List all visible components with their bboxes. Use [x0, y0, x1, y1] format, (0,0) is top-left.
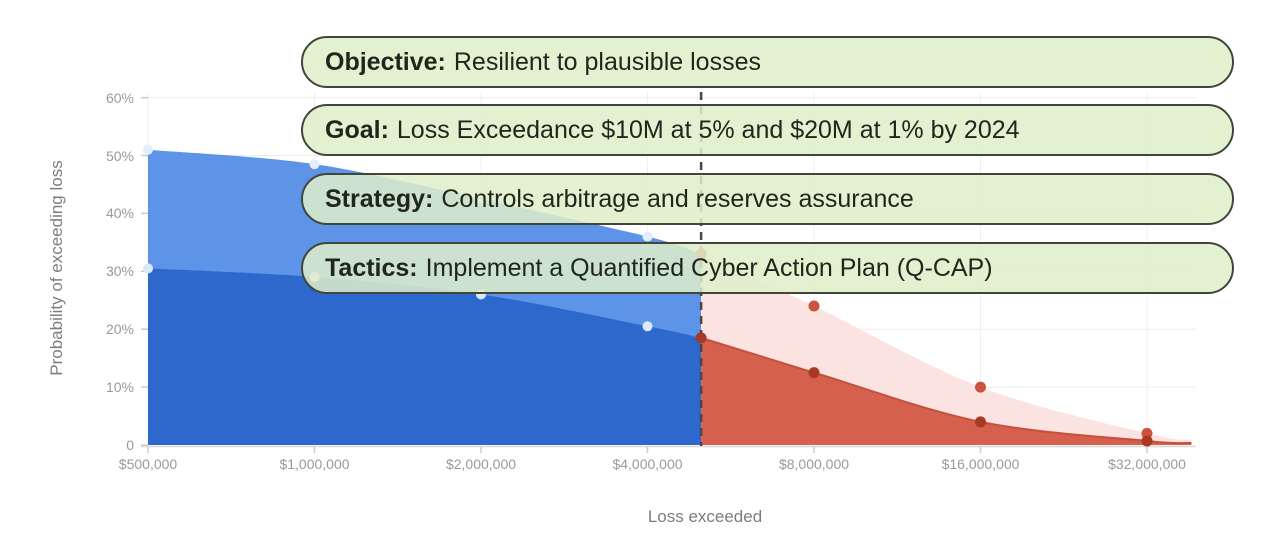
strategy-pill-label: Strategy: — [325, 184, 434, 213]
x-tick-label: $8,000,000 — [778, 456, 850, 472]
data-point-blue-light-area — [143, 144, 153, 155]
x-axis-title: Loss exceeded — [647, 507, 763, 526]
data-point-red-light-area — [1141, 427, 1153, 439]
axis-lines — [141, 96, 1196, 453]
data-point-blue-light-area — [309, 159, 320, 170]
x-tick-label: $1,000,000 — [279, 456, 350, 472]
tactics-pill-label: Tactics: — [325, 253, 418, 282]
data-point-red-light-area — [975, 381, 986, 393]
y-tick-label: 0 — [126, 437, 134, 453]
y-tick-label: 40% — [105, 205, 134, 222]
data-point-red-dark-area — [975, 416, 986, 428]
data-point-blue-dark-area — [642, 321, 653, 332]
tactics-pill: Tactics: Implement a Quantified Cyber Ac… — [301, 242, 1234, 294]
x-tick-label: $500,000 — [118, 456, 178, 472]
x-tick-label: $32,000,000 — [1108, 456, 1186, 472]
data-point-red-dark-area — [808, 367, 820, 379]
y-axis-tick-labels: 0 10% 20% 30% 40% 50% 60% — [0, 0, 140, 546]
tactics-pill-text: Implement a Quantified Cyber Action Plan… — [425, 253, 993, 282]
y-tick-label: 50% — [105, 147, 134, 164]
y-tick-label: 10% — [105, 379, 134, 396]
goal-pill: Goal: Loss Exceedance $10M at 5% and $20… — [301, 104, 1234, 156]
data-point-blue-dark-area — [143, 263, 153, 274]
data-point-red-light-area — [808, 300, 820, 312]
x-tick-label: $2,000,000 — [445, 456, 517, 472]
x-tick-label: $4,000,000 — [612, 456, 683, 472]
strategy-pill-text: Controls arbitrage and reserves assuranc… — [441, 184, 914, 213]
objective-pill-label: Objective: — [325, 47, 446, 76]
goal-pill-text: Loss Exceedance $10M at 5% and $20M at 1… — [396, 115, 1020, 144]
data-point-red-dark-area — [695, 332, 707, 344]
goal-pill-label: Goal: — [325, 115, 389, 144]
y-tick-label: 30% — [105, 263, 134, 280]
y-tick-label: 20% — [105, 321, 134, 338]
objective-pill: Objective: Resilient to plausible losses — [301, 36, 1234, 88]
x-tick-label: $16,000,000 — [941, 456, 1020, 472]
y-tick-label: 60% — [105, 89, 134, 106]
data-point-blue-light-area — [642, 231, 653, 242]
strategy-pill: Strategy: Controls arbitrage and reserve… — [301, 173, 1234, 225]
objective-pill-text: Resilient to plausible losses — [453, 47, 761, 76]
data-point-red-dark-area — [1141, 435, 1153, 447]
y-axis-title: Probability of exceeding loss — [47, 160, 66, 376]
blue-dark-area — [148, 268, 702, 445]
red-dark-area — [701, 337, 1192, 445]
